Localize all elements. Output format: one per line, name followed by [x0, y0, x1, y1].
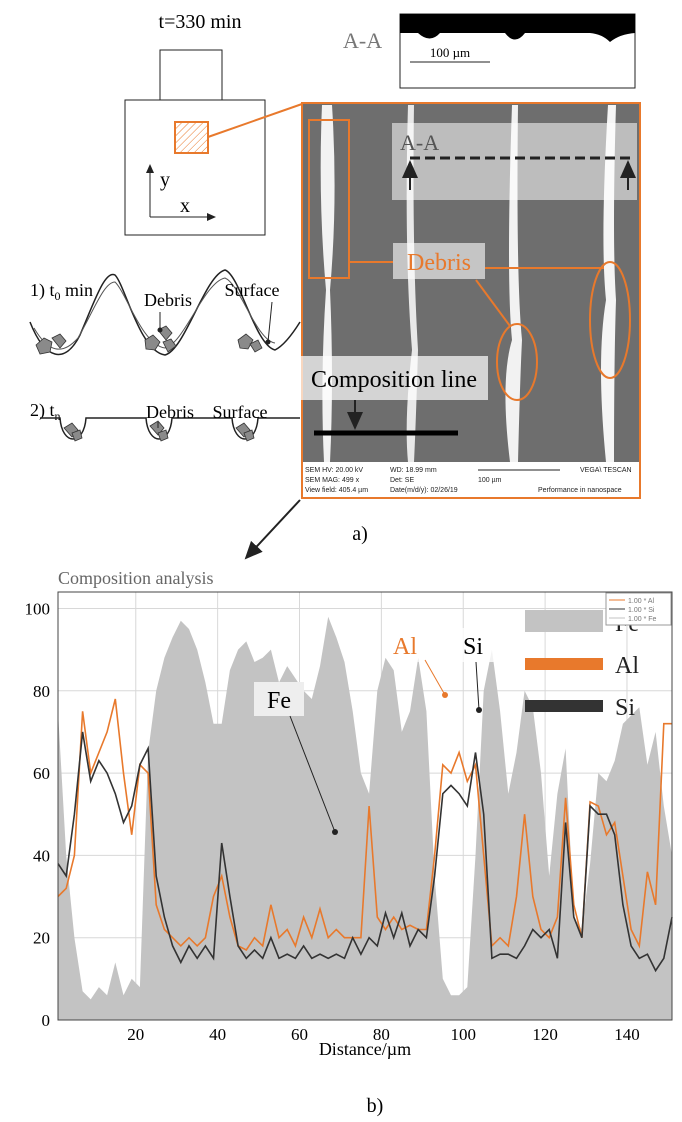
debris-box — [393, 243, 485, 279]
surface-label: Surface — [213, 402, 268, 422]
area — [58, 616, 672, 1020]
step-text: 1) t — [30, 280, 55, 301]
section-image: A-A 100 µm — [343, 13, 636, 89]
small-legend-label: 1.00 * Si — [628, 607, 655, 614]
scale-label: 100 µm — [430, 45, 470, 60]
legend-swatch — [525, 700, 603, 712]
connector — [207, 103, 303, 138]
annotation-dot — [442, 692, 448, 698]
y-tick-label: 100 — [25, 599, 51, 618]
sample-top — [159, 49, 223, 101]
step-sub: 0 — [55, 289, 61, 303]
surface-profile — [33, 277, 276, 350]
panel-label: b) — [367, 1095, 384, 1117]
small-legend-label: 1.00 * Fe — [628, 616, 657, 623]
sem-info: 100 µm — [478, 477, 502, 484]
x-tick-label: 140 — [614, 1025, 640, 1044]
sem-info: Det: SE — [390, 477, 414, 484]
x-tick-label: 60 — [291, 1025, 308, 1044]
annotation-box — [254, 682, 304, 716]
leader-dot — [157, 327, 163, 333]
y-tick-label: 60 — [33, 764, 50, 783]
x-tick-label: 40 — [209, 1025, 226, 1044]
annotation-leader — [289, 715, 336, 833]
axis-label: y — [160, 169, 170, 191]
leader — [267, 301, 273, 343]
composition-label: Composition line — [311, 367, 477, 393]
leader — [475, 279, 511, 327]
annotation-leader — [424, 659, 446, 696]
annotation-dot — [476, 707, 482, 713]
y-tick-label: 80 — [33, 682, 50, 701]
annotation: Si — [463, 634, 483, 660]
debris-outline — [589, 261, 631, 379]
panel-label: a) — [352, 523, 368, 545]
leader-dot — [265, 339, 271, 345]
debris-particles — [35, 325, 263, 355]
sem-image: A-A Debris Composition line SEM HV: 20.0… — [300, 102, 641, 499]
schematic: 1) t0 min Debris Surface 2) tn Debris Su… — [29, 269, 301, 442]
region — [174, 121, 209, 154]
sem-info: Date(m/d/y): 02/26/19 — [390, 487, 458, 494]
annotation-box — [388, 628, 424, 662]
info-bar — [303, 462, 639, 497]
debris-label: Debris — [144, 290, 192, 310]
section-label: A-A — [343, 28, 382, 53]
annotation: Al — [393, 634, 417, 660]
axis-label: x — [180, 195, 190, 217]
x-tick-label: 80 — [373, 1025, 390, 1044]
section-label: A-A — [400, 130, 439, 155]
step-label: 1) t0 min — [30, 280, 93, 303]
sem-info: SEM MAG: 499 x — [305, 477, 360, 484]
x-axis-label: Distance/µm — [319, 1039, 411, 1059]
sem-info: WD: 18.99 mm — [390, 467, 437, 474]
section-top — [400, 14, 635, 42]
section-box — [392, 123, 637, 200]
debris-label: Debris — [146, 402, 194, 422]
small-legend-label: 1.00 * Al — [628, 598, 655, 605]
step-text: 2) t — [30, 400, 55, 421]
chart-title: Composition analysis — [58, 568, 214, 588]
debris-label: Debris — [407, 250, 471, 276]
sem-info: View field: 405.4 µm — [305, 487, 368, 494]
annotation-box — [458, 628, 514, 662]
annotation-dot — [332, 829, 338, 835]
y-tick-label: 40 — [33, 846, 50, 865]
x-tick-label: 100 — [450, 1025, 476, 1044]
composition-box — [300, 356, 488, 400]
step-sub: n — [55, 409, 61, 423]
surface-label: Surface — [225, 280, 280, 300]
step-text: min — [61, 280, 94, 300]
debris-outline — [496, 323, 538, 401]
x-tick-label: 20 — [127, 1025, 144, 1044]
legend-swatch — [525, 658, 603, 670]
arrow — [244, 499, 301, 560]
chart: Composition analysis Distance/µm b) 0 20 4… — [25, 568, 673, 1117]
debris-outline — [308, 119, 350, 279]
sem-info: Performance in nanospace — [538, 487, 622, 494]
legend-swatch — [525, 610, 603, 632]
plot-frame — [57, 591, 673, 1021]
x-tick-label: 120 — [532, 1025, 558, 1044]
marks — [57, 616, 673, 1020]
time-label: t=330 min — [159, 11, 242, 33]
step-label: 2) tn — [30, 400, 61, 423]
line — [57, 731, 673, 973]
annotation-leader — [475, 661, 480, 711]
legend-label: Al — [615, 653, 639, 679]
sem-info: VEGA\ TESCAN — [580, 467, 632, 474]
annotation: Fe — [267, 688, 291, 714]
y-tick-label: 20 — [33, 929, 50, 948]
y-tick-label: 0 — [42, 1011, 51, 1030]
sample-body — [124, 99, 266, 236]
sample-sketch: t=330 min y x — [124, 11, 303, 236]
debris-particles — [63, 420, 255, 442]
legend-label: Si — [615, 695, 635, 721]
sem-info: SEM HV: 20.00 kV — [305, 467, 363, 474]
line — [57, 698, 672, 952]
